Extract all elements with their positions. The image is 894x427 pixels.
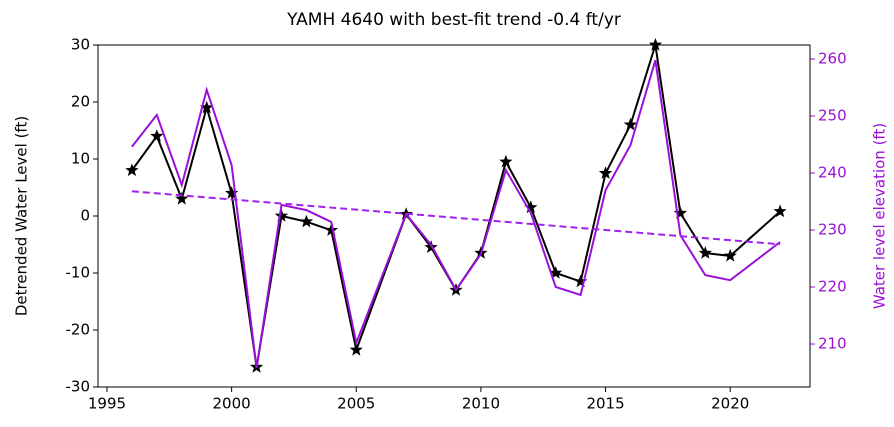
star-marker (524, 200, 538, 214)
star-marker (648, 38, 663, 51)
star-marker (299, 214, 314, 228)
star-marker (773, 204, 787, 218)
series-line (131, 44, 781, 368)
plot-frame (97, 44, 811, 388)
y2-tick-label: 260 (818, 50, 847, 68)
star-marker (274, 209, 289, 222)
x-tick-label: 2000 (213, 395, 251, 413)
y-tick-label: -20 (66, 321, 91, 339)
y-tick-label: 20 (71, 93, 90, 111)
star-marker (349, 342, 363, 356)
y-tick-label: 30 (71, 36, 90, 54)
star-marker (125, 163, 139, 177)
y-axis-label: Detrended Water Level (ft) (13, 116, 31, 316)
star-marker (574, 274, 588, 288)
y-tick-label: 10 (71, 150, 90, 168)
star-marker (723, 248, 737, 262)
y2-axis-label: Water level elevation (ft) (871, 123, 889, 309)
star-marker (698, 246, 712, 259)
star-marker (598, 166, 613, 179)
y2-tick-label: 240 (818, 164, 847, 182)
x-tick-label: 1995 (88, 395, 126, 413)
star-marker (623, 117, 638, 131)
star-marker (225, 186, 239, 199)
chart-title: YAMH 4640 with best-fit trend -0.4 ft/yr (286, 10, 621, 30)
x-tick-label: 2005 (337, 395, 375, 413)
y-tick-label: -10 (66, 264, 91, 282)
y2-tick-label: 210 (818, 335, 847, 353)
star-marker (150, 129, 164, 142)
x-tick-label: 2015 (586, 395, 624, 413)
y2-tick-label: 250 (818, 107, 847, 125)
y2-tick-label: 230 (818, 221, 847, 239)
x-tick-label: 2010 (462, 395, 500, 413)
star-marker (200, 100, 214, 114)
star-marker (499, 154, 513, 168)
star-marker (175, 191, 189, 205)
y2-tick-label: 220 (818, 278, 847, 296)
series-line (131, 59, 781, 369)
star-marker (673, 206, 687, 219)
star-marker (324, 223, 338, 236)
y-tick-label: 0 (80, 207, 90, 225)
trend-line (131, 190, 781, 246)
y-tick-label: -30 (66, 378, 91, 396)
star-marker (549, 266, 563, 279)
x-tick-label: 2020 (711, 395, 749, 413)
